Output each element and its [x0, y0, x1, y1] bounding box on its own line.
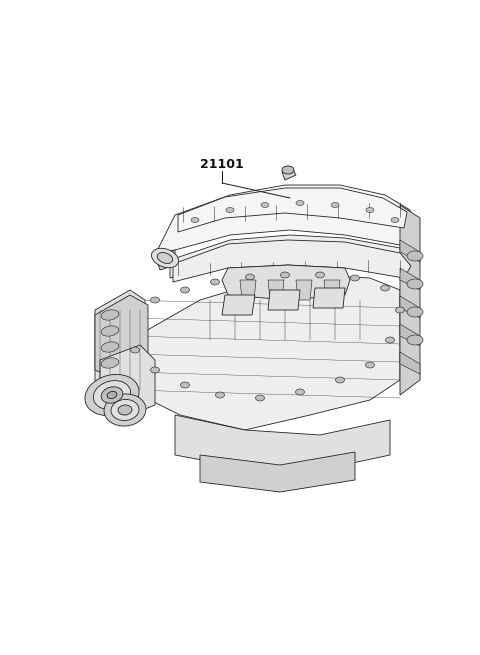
Polygon shape	[296, 280, 312, 300]
Polygon shape	[313, 288, 345, 308]
Polygon shape	[173, 240, 411, 282]
Ellipse shape	[245, 274, 254, 280]
Ellipse shape	[396, 307, 405, 313]
Ellipse shape	[211, 279, 219, 285]
Ellipse shape	[282, 166, 294, 174]
Polygon shape	[400, 296, 420, 318]
Ellipse shape	[261, 202, 269, 208]
Ellipse shape	[255, 395, 264, 401]
Ellipse shape	[101, 386, 123, 403]
Ellipse shape	[152, 248, 179, 268]
Ellipse shape	[104, 394, 146, 426]
Polygon shape	[130, 275, 400, 430]
Text: 21101: 21101	[200, 159, 244, 172]
Polygon shape	[324, 280, 340, 300]
Ellipse shape	[157, 253, 173, 263]
Polygon shape	[100, 345, 155, 415]
Polygon shape	[268, 280, 284, 300]
Ellipse shape	[296, 389, 304, 395]
Polygon shape	[178, 188, 407, 232]
Polygon shape	[222, 295, 255, 315]
Ellipse shape	[180, 382, 190, 388]
Polygon shape	[155, 250, 175, 270]
Ellipse shape	[216, 392, 225, 398]
Polygon shape	[170, 235, 415, 278]
Ellipse shape	[101, 342, 119, 352]
Polygon shape	[400, 268, 420, 290]
Polygon shape	[400, 352, 420, 374]
Polygon shape	[400, 205, 420, 395]
Ellipse shape	[315, 272, 324, 278]
Ellipse shape	[191, 217, 199, 223]
Ellipse shape	[180, 287, 190, 293]
Ellipse shape	[331, 202, 339, 208]
Ellipse shape	[296, 200, 304, 206]
Ellipse shape	[350, 275, 360, 281]
Ellipse shape	[407, 279, 423, 289]
Polygon shape	[282, 168, 296, 180]
Ellipse shape	[365, 362, 374, 368]
Ellipse shape	[366, 208, 374, 212]
Ellipse shape	[280, 272, 289, 278]
Polygon shape	[95, 290, 145, 415]
Ellipse shape	[101, 358, 119, 368]
Ellipse shape	[111, 400, 139, 421]
Ellipse shape	[107, 392, 117, 399]
Polygon shape	[222, 265, 350, 300]
Ellipse shape	[101, 326, 119, 336]
Ellipse shape	[381, 285, 389, 291]
Polygon shape	[400, 324, 420, 346]
Ellipse shape	[226, 208, 234, 212]
Ellipse shape	[151, 367, 159, 373]
Ellipse shape	[336, 377, 345, 383]
Ellipse shape	[391, 217, 399, 223]
Ellipse shape	[101, 310, 119, 320]
Polygon shape	[268, 290, 300, 310]
Ellipse shape	[85, 375, 139, 415]
Ellipse shape	[118, 405, 132, 415]
Ellipse shape	[407, 307, 423, 317]
Polygon shape	[200, 452, 355, 492]
Ellipse shape	[407, 335, 423, 345]
Ellipse shape	[93, 381, 131, 409]
Ellipse shape	[385, 337, 395, 343]
Ellipse shape	[131, 347, 140, 353]
Polygon shape	[240, 280, 256, 300]
Polygon shape	[175, 415, 390, 470]
Polygon shape	[155, 185, 415, 255]
Ellipse shape	[407, 251, 423, 261]
Polygon shape	[95, 295, 148, 385]
Polygon shape	[400, 240, 420, 262]
Ellipse shape	[151, 297, 159, 303]
